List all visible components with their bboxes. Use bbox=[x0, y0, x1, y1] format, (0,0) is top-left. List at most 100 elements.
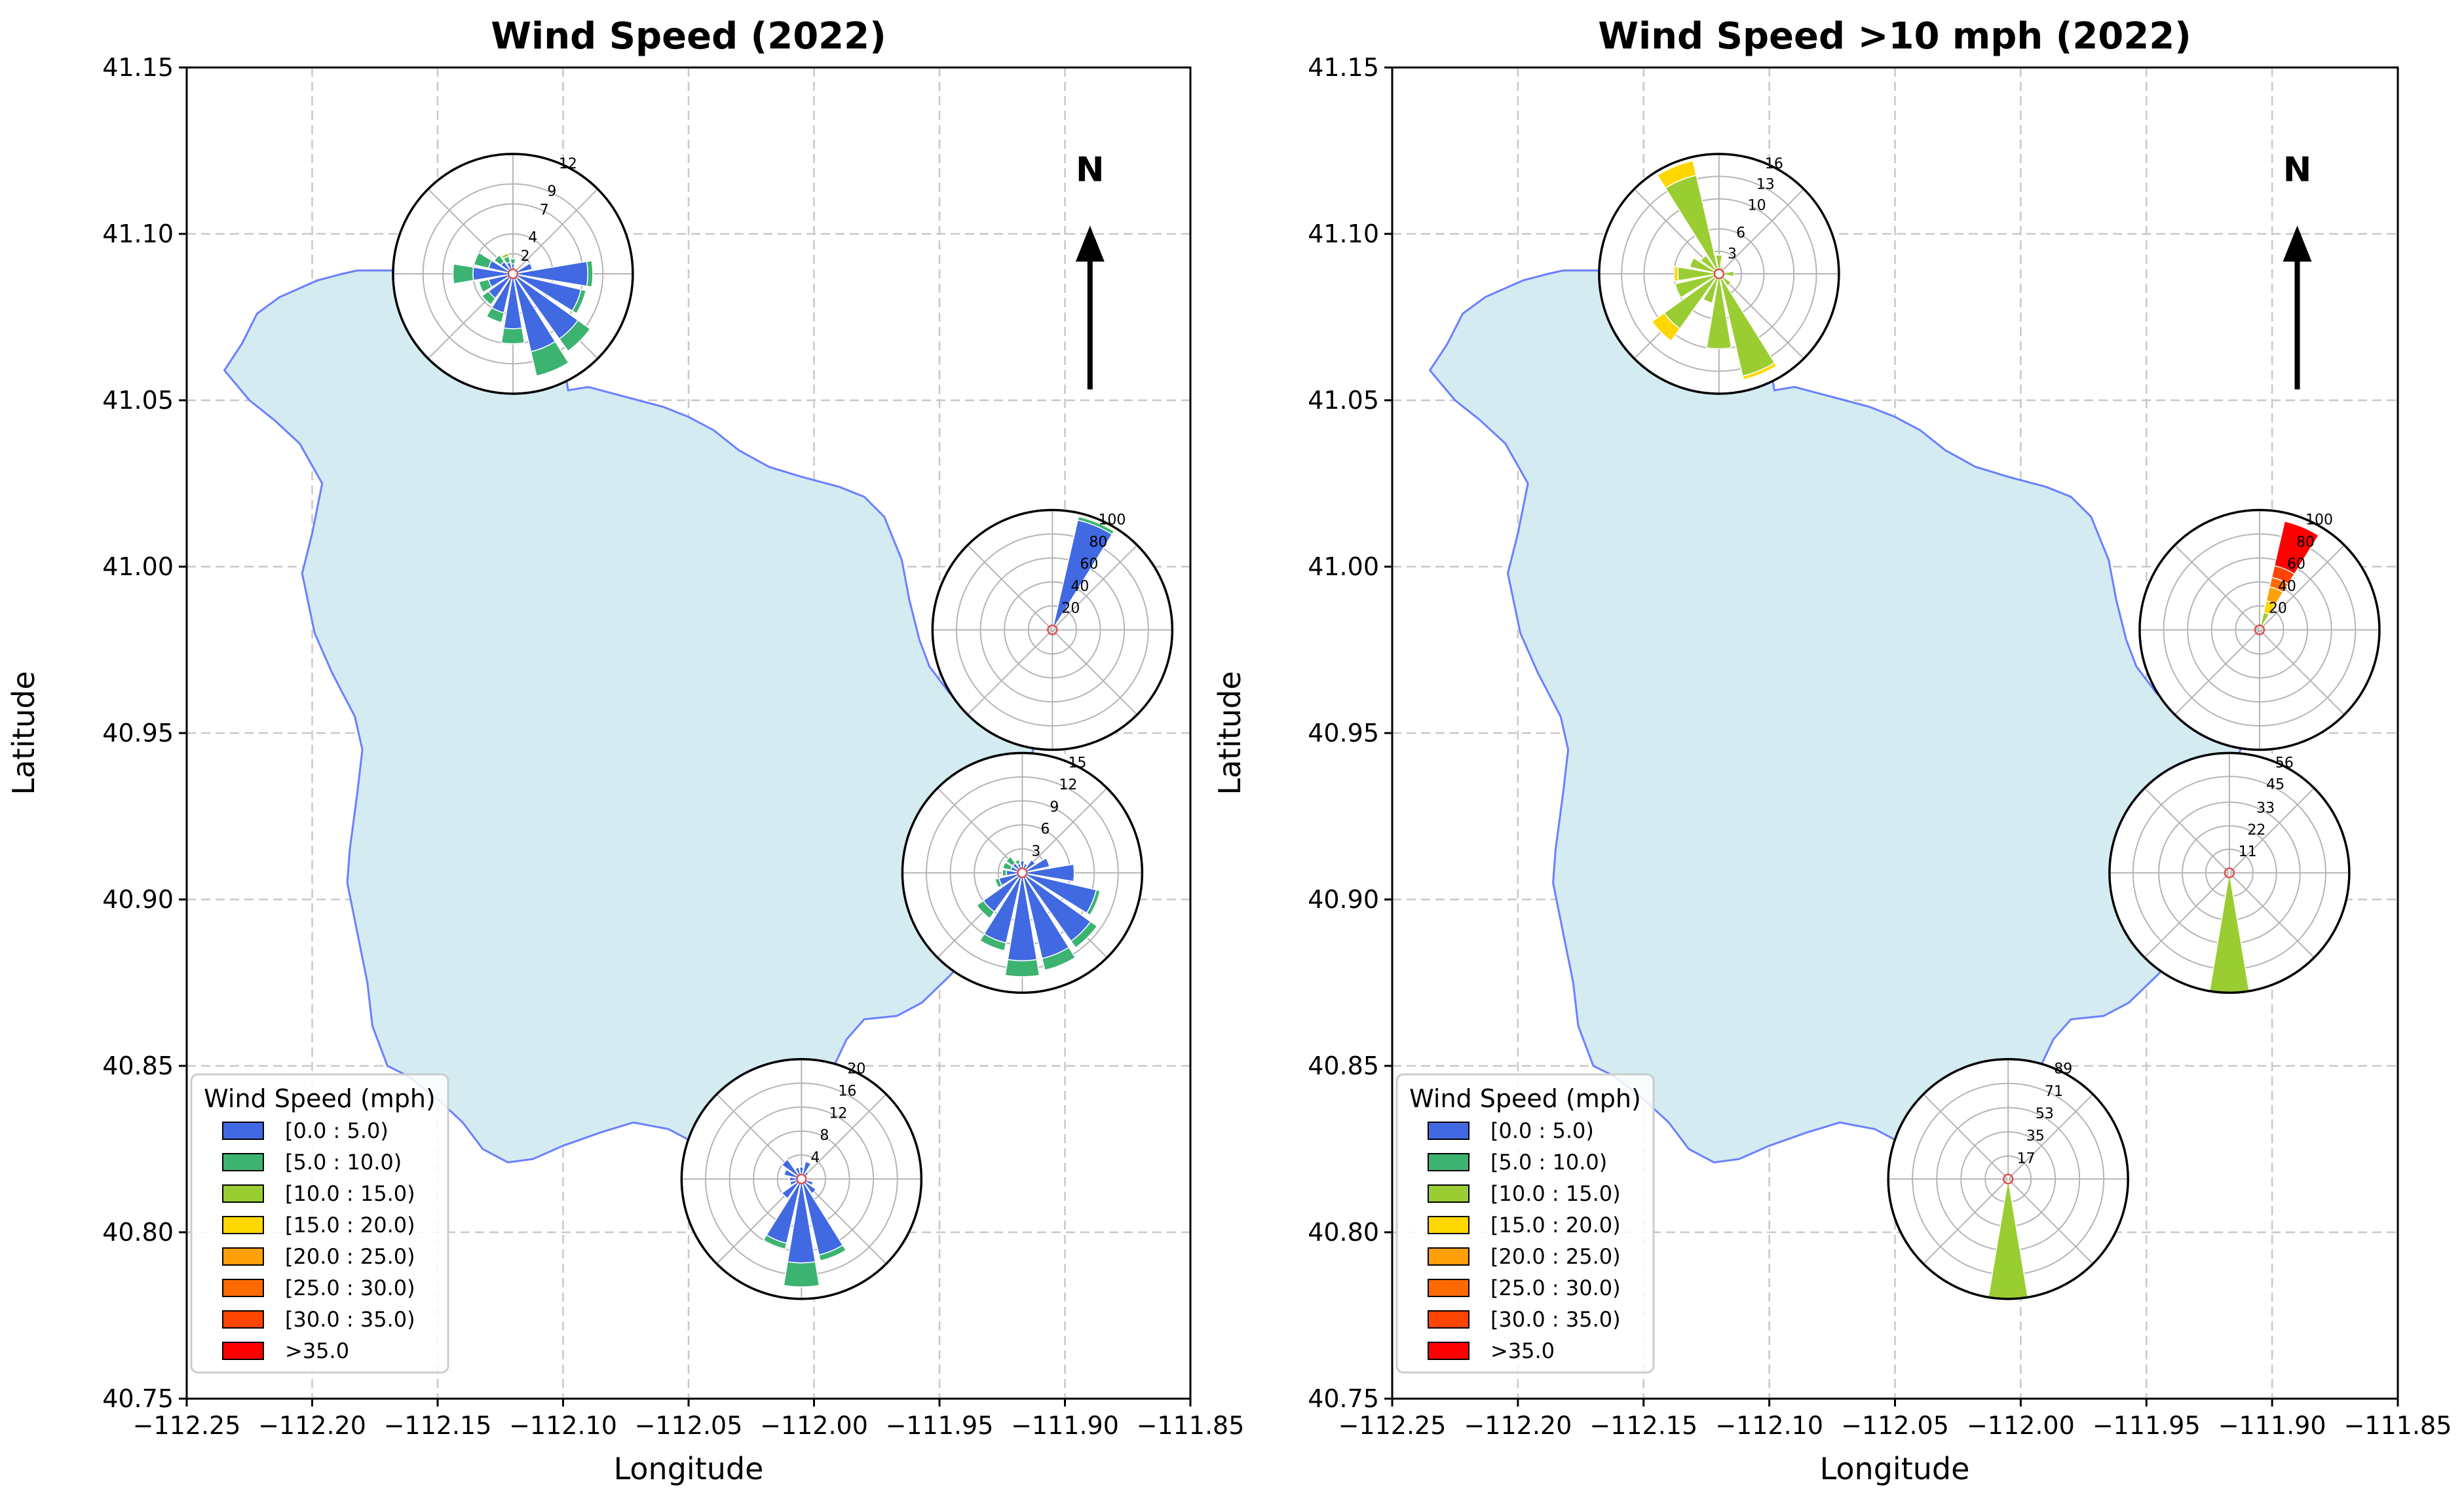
rose-spoke bbox=[2144, 787, 2230, 874]
north-label: N bbox=[2283, 150, 2312, 189]
rose-ring-label: 3 bbox=[1031, 844, 1040, 860]
rose-ring-label: 80 bbox=[2296, 534, 2315, 550]
legend-swatch bbox=[1428, 1153, 1469, 1171]
y-tick-label: 41.05 bbox=[1308, 386, 1379, 415]
rose-ring-label: 2 bbox=[521, 248, 530, 265]
rose-petal bbox=[789, 1176, 802, 1182]
rose-spoke bbox=[1021, 787, 1108, 874]
y-tick-label: 41.15 bbox=[102, 53, 174, 82]
rose-ring-label: 12 bbox=[829, 1105, 847, 1122]
rose-petal bbox=[763, 1234, 787, 1250]
rose-petal bbox=[1702, 273, 1720, 304]
rose-ring-label: 16 bbox=[838, 1083, 856, 1099]
rose-spoke bbox=[1923, 1093, 2009, 1180]
x-ticks: −112.25 −112.20 −112.15 −112.10 −112.05 −112.… bbox=[133, 1399, 1245, 1440]
rose-petal bbox=[1086, 889, 1101, 917]
rose-petal bbox=[512, 262, 533, 274]
x-tick-label: −112.10 bbox=[1715, 1411, 1823, 1440]
legend-label: >35.0 bbox=[285, 1338, 349, 1363]
legend-entries: [0.0 : 5.0) [5.0 : 10.0) [10.0 : 15.0) [15.… bbox=[222, 1118, 415, 1363]
x-tick-label: −112.25 bbox=[1338, 1411, 1447, 1440]
x-tick-label: −111.85 bbox=[1137, 1411, 1245, 1440]
rose-spoke bbox=[2174, 629, 2260, 715]
rose-petal bbox=[789, 1178, 802, 1186]
x-tick-label: −111.95 bbox=[886, 1411, 994, 1440]
rose-petal bbox=[783, 1261, 820, 1288]
legend-swatch bbox=[222, 1247, 264, 1266]
legend-entries: [0.0 : 5.0) [5.0 : 10.0) [10.0 : 15.0) [15.… bbox=[1428, 1118, 1621, 1363]
rose-spoke bbox=[2229, 787, 2315, 874]
x-tick-label: −112.25 bbox=[133, 1411, 241, 1440]
rose-petal bbox=[976, 899, 995, 919]
rose-center bbox=[2002, 1173, 2014, 1184]
lake-shape bbox=[1428, 269, 2264, 1163]
y-tick-label: 41.00 bbox=[102, 552, 174, 581]
north-label: N bbox=[1076, 150, 1105, 189]
rose-center bbox=[1047, 624, 1058, 635]
rose-petal bbox=[510, 258, 516, 265]
rose-spoke bbox=[2007, 1179, 2094, 1264]
rose-ring-label: 6 bbox=[1736, 225, 1745, 242]
y-tick-label: 40.75 bbox=[102, 1384, 174, 1413]
rose-petal bbox=[2227, 868, 2231, 873]
rose-petal bbox=[493, 254, 505, 266]
x-tick-label: −111.90 bbox=[2218, 1411, 2326, 1440]
rose-outline bbox=[1887, 1057, 2129, 1300]
rose-ring-label: 20 bbox=[1061, 601, 1080, 617]
rose-spoke bbox=[2174, 544, 2260, 631]
rose-petal bbox=[1041, 947, 1076, 971]
rose-spoke bbox=[1052, 544, 1138, 631]
legend-label: [15.0 : 20.0) bbox=[1490, 1213, 1621, 1238]
legend-title: Wind Speed (mph) bbox=[204, 1084, 436, 1113]
rose-spoke bbox=[1923, 1179, 2009, 1264]
north-arrow: N bbox=[2283, 150, 2312, 390]
rose-petal bbox=[781, 1179, 802, 1200]
rose-petal bbox=[571, 289, 587, 314]
rose-ring-label: 33 bbox=[2256, 801, 2275, 817]
y-tick-label: 41.10 bbox=[102, 219, 174, 248]
rose-ring-label: 4 bbox=[528, 230, 537, 246]
rose-petal bbox=[481, 290, 497, 306]
rose-petal bbox=[1673, 265, 1679, 282]
legend-label: [20.0 : 25.0) bbox=[285, 1244, 415, 1269]
y-tick-label: 41.10 bbox=[1308, 219, 1379, 248]
legend-swatch bbox=[222, 1184, 264, 1203]
rose-petal bbox=[452, 263, 474, 284]
rose-petal bbox=[501, 327, 525, 345]
x-axis-label: Longitude bbox=[1820, 1451, 1970, 1486]
rose-center bbox=[2254, 624, 2265, 635]
legend-swatch bbox=[1428, 1342, 1469, 1360]
x-tick-label: −111.85 bbox=[2344, 1411, 2452, 1440]
rose-petal bbox=[501, 252, 510, 259]
legend-swatch bbox=[1428, 1247, 1469, 1266]
rose-petal bbox=[994, 877, 1003, 889]
rose-ring-label: 7 bbox=[540, 202, 549, 218]
y-tick-label: 40.95 bbox=[1308, 719, 1379, 747]
legend-swatch bbox=[1428, 1216, 1469, 1234]
rose-petal bbox=[1002, 861, 1013, 871]
rose-ring-label: 40 bbox=[1071, 578, 1089, 595]
rose-ring bbox=[2235, 605, 2284, 655]
y-axis-label: Latitude bbox=[1212, 671, 1247, 795]
rose-spoke bbox=[2144, 872, 2230, 958]
rose-petal bbox=[1004, 958, 1040, 977]
rose-ring-label: 6 bbox=[1040, 822, 1050, 838]
y-tick-label: 41.00 bbox=[1308, 552, 1379, 581]
rose-spoke bbox=[2007, 1093, 2094, 1180]
rose-petal bbox=[1656, 160, 1697, 189]
rose-petal bbox=[1019, 860, 1025, 873]
legend-label: [10.0 : 15.0) bbox=[285, 1181, 415, 1206]
rose-ring bbox=[955, 533, 1149, 727]
x-axis-label: Longitude bbox=[614, 1451, 764, 1486]
rose-ring bbox=[2163, 533, 2357, 727]
rose-spoke bbox=[1718, 188, 1804, 274]
y-axis-label: Latitude bbox=[6, 671, 41, 795]
